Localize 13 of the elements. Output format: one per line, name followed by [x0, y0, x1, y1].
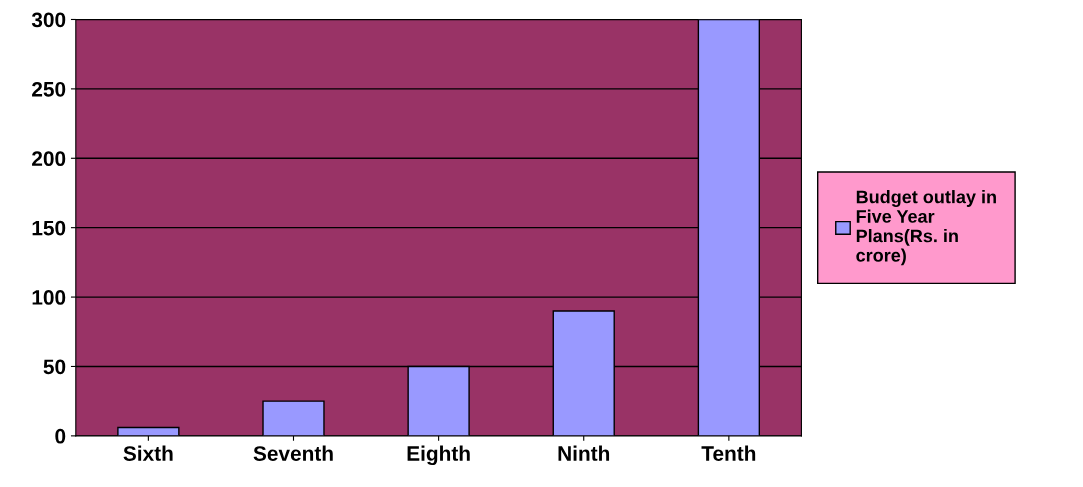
y-tick-label: 200: [32, 151, 66, 167]
x-tick-label: Tenth: [701, 445, 756, 461]
y-tick-label: 0: [55, 428, 66, 444]
x-tick-label: Ninth: [558, 445, 610, 461]
x-tick-label: Eighth: [407, 445, 470, 466]
x-tick-label: Sixth: [123, 445, 173, 461]
y-tick-label: 250: [32, 81, 66, 97]
y-tick-label: 50: [43, 359, 66, 375]
y-tick-label: 300: [31, 12, 66, 28]
x-tick-label: Seventh: [253, 445, 333, 461]
y-tick-label: 150: [32, 220, 66, 236]
y-tick-label: 100: [32, 290, 66, 305]
legend-label: Budget outlay in Five Year Plans(Rs. in crore): [856, 190, 996, 266]
